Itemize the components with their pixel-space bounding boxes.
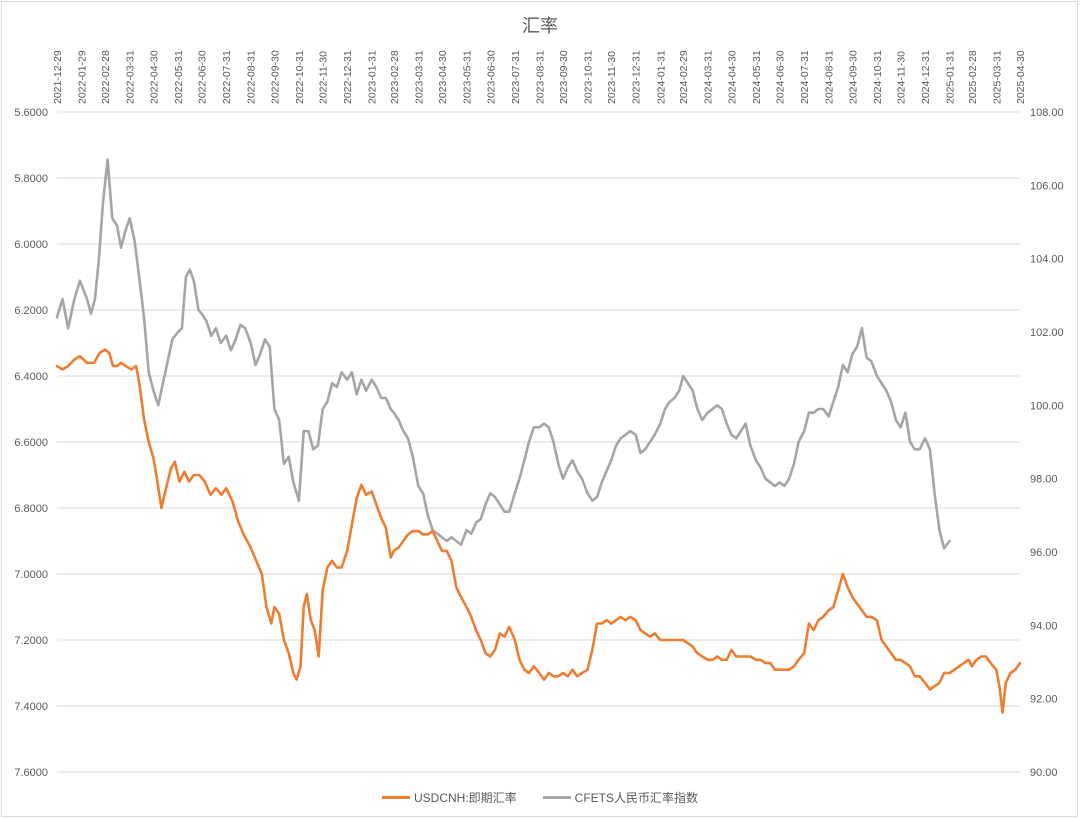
series-line-cfets xyxy=(55,158,951,550)
x-tick-label: 2023-01-31 xyxy=(367,50,379,104)
x-tick-label: 2025-03-31 xyxy=(991,50,1003,104)
x-tick-label: 2022-02-28 xyxy=(100,50,112,104)
x-tick-label: 2023-02-28 xyxy=(389,50,401,104)
x-tick-label: 2024-06-30 xyxy=(775,50,787,104)
x-tick-label: 2024-08-31 xyxy=(824,50,836,104)
legend-swatch-cfets xyxy=(542,796,571,799)
x-tick-label: 2022-04-30 xyxy=(148,50,160,104)
x-tick-label: 2022-10-31 xyxy=(294,50,306,104)
legend-item-cfets: CFETS人民币汇率指数 xyxy=(542,789,698,806)
y-right-tick-label: 100.00 xyxy=(1030,400,1064,412)
y-left-tick-label: 5.8000 xyxy=(14,173,48,185)
y-right-tick-label: 96.00 xyxy=(1030,547,1058,559)
x-tick-label: 2023-11-30 xyxy=(606,51,618,104)
legend-item-usdcnh: USDCNH:即期汇率 xyxy=(381,789,517,806)
y-right-tick-label: 98.00 xyxy=(1030,474,1058,486)
y-right-tick-label: 104.00 xyxy=(1030,254,1064,266)
x-tick-label: 2024-03-31 xyxy=(703,50,715,104)
legend-label-cfets: CFETS人民币汇率指数 xyxy=(574,791,698,805)
legend-swatch-usdcnh xyxy=(381,796,410,799)
x-tick-label: 2025-02-28 xyxy=(967,50,979,104)
x-tick-label: 2023-12-31 xyxy=(631,50,643,104)
x-tick-label: 2023-08-31 xyxy=(534,50,546,104)
x-tick-label: 2023-03-31 xyxy=(413,50,425,104)
y-left-tick-label: 5.6000 xyxy=(14,107,48,119)
y-right-tick-label: 102.00 xyxy=(1030,327,1064,339)
x-tick-label: 2022-01-29 xyxy=(77,50,89,104)
series-line-usdcnh xyxy=(55,348,1022,714)
x-tick-label: 2024-11-30 xyxy=(896,51,908,104)
y-right-tick-label: 90.00 xyxy=(1030,767,1058,779)
x-tick-label: 2024-12-31 xyxy=(920,50,932,104)
x-tick-label: 2024-02-29 xyxy=(678,50,690,104)
x-tick-label: 2022-03-31 xyxy=(125,50,137,104)
x-tick-label: 2023-10-31 xyxy=(583,50,595,104)
x-tick-label: 2024-04-30 xyxy=(726,50,738,104)
x-tick-label: 2022-06-30 xyxy=(197,50,209,104)
y-left-tick-label: 6.0000 xyxy=(14,239,48,251)
legend: USDCNH:即期汇率 CFETS人民币汇率指数 xyxy=(0,789,1080,806)
y-left-tick-label: 7.0000 xyxy=(14,569,48,581)
x-tick-label: 2022-11-30 xyxy=(318,51,330,104)
x-tick-label: 2022-07-31 xyxy=(221,50,233,104)
x-tick-label: 2023-04-30 xyxy=(437,50,449,104)
x-tick-label: 2022-05-31 xyxy=(173,50,185,104)
x-tick-label: 2024-09-30 xyxy=(847,50,859,104)
x-tick-label: 2021-12-29 xyxy=(52,50,64,104)
x-tick-label: 2023-06-30 xyxy=(485,50,497,104)
y-right-tick-label: 106.00 xyxy=(1030,180,1064,192)
x-tick-label: 2022-08-31 xyxy=(246,50,258,104)
y-left-tick-label: 6.6000 xyxy=(14,437,48,449)
x-tick-label: 2023-09-30 xyxy=(558,50,570,104)
x-tick-label: 2022-09-30 xyxy=(269,50,281,104)
x-tick-label: 2023-05-31 xyxy=(462,50,474,104)
x-tick-label: 2024-10-31 xyxy=(872,50,884,104)
y-left-tick-label: 6.2000 xyxy=(14,305,48,317)
y-left-tick-label: 7.6000 xyxy=(14,767,48,779)
y-left-tick-label: 7.2000 xyxy=(14,635,48,647)
y-right-tick-label: 94.00 xyxy=(1030,620,1058,632)
x-tick-label: 2022-12-31 xyxy=(342,50,354,104)
x-tick-label: 2024-01-31 xyxy=(655,50,667,104)
x-tick-label: 2025-01-31 xyxy=(945,50,957,104)
y-right-tick-label: 108.00 xyxy=(1030,107,1064,119)
legend-label-usdcnh: USDCNH:即期汇率 xyxy=(413,791,517,805)
y-right-tick-label: 92.00 xyxy=(1030,694,1058,706)
x-tick-label: 2024-05-31 xyxy=(751,50,763,104)
chart-title: 汇率 xyxy=(522,16,558,36)
y-left-tick-label: 6.8000 xyxy=(14,503,48,515)
x-tick-label: 2023-07-31 xyxy=(510,50,522,104)
y-left-tick-label: 6.4000 xyxy=(14,371,48,383)
y-left-tick-label: 7.4000 xyxy=(14,701,48,713)
x-tick-label: 2024-07-31 xyxy=(799,50,811,104)
x-tick-label: 2025-04-30 xyxy=(1015,50,1027,104)
